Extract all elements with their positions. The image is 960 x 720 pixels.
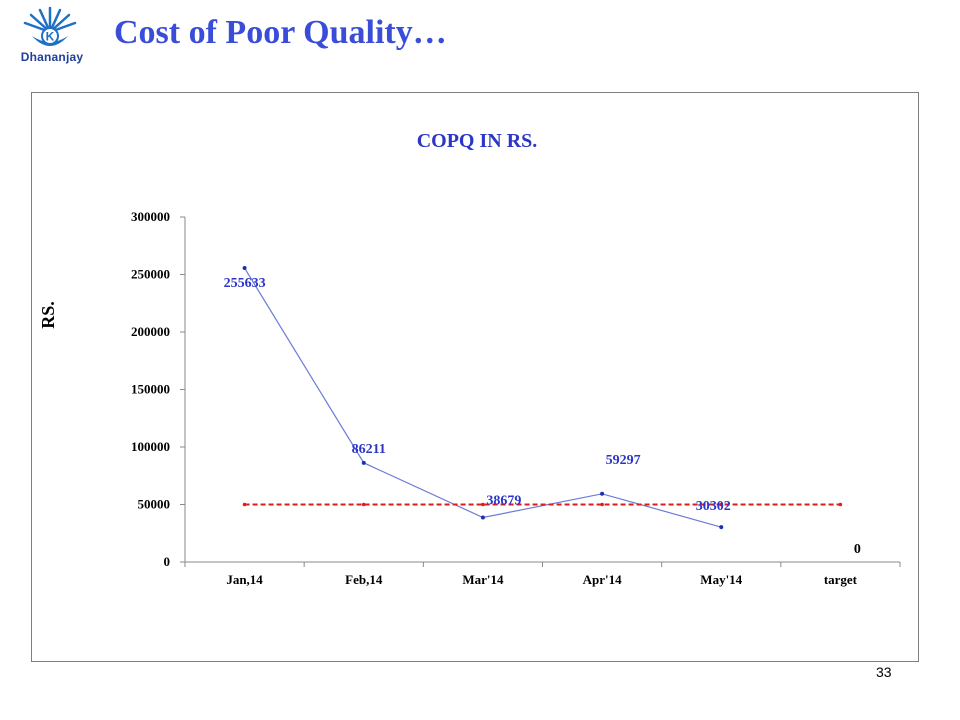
y-tick-label: 250000 <box>131 267 170 282</box>
data-label: 30302 <box>696 499 731 514</box>
logo-letter: K <box>46 30 55 44</box>
chart-title: COPQ IN RS. <box>417 130 538 152</box>
x-tick-label: target <box>824 572 858 587</box>
company-logo: K <box>8 6 92 68</box>
x-tick-label: Feb,14 <box>345 572 383 587</box>
logo-text: Dhananjay <box>20 50 84 64</box>
y-tick-label: 150000 <box>131 382 170 397</box>
copq-data-point <box>600 491 605 496</box>
target-data-point <box>481 502 485 507</box>
data-label: 86211 <box>352 442 386 457</box>
y-tick-label: 50000 <box>138 497 171 512</box>
target-data-point <box>838 502 843 507</box>
y-tick-label: 200000 <box>131 324 170 339</box>
y-tick-label: 300000 <box>131 209 170 224</box>
copq-series-line <box>244 267 722 528</box>
data-label: 38679 <box>486 494 521 509</box>
copq-data-point <box>242 266 247 271</box>
x-tick-label: May'14 <box>700 572 742 587</box>
target-data-point <box>242 502 247 507</box>
page-number: 33 <box>876 664 892 680</box>
data-label: 59297 <box>606 453 641 468</box>
target-data-point <box>719 502 724 507</box>
target-data-point <box>600 502 604 507</box>
y-tick-label: 100000 <box>131 439 170 454</box>
copq-data-point <box>361 460 366 465</box>
target-data-point <box>361 502 366 507</box>
page-title: Cost of Poor Quality… <box>114 14 447 51</box>
x-tick-label: Mar'14 <box>462 572 504 587</box>
x-tick-label: Jan,14 <box>226 572 263 587</box>
copq-data-point <box>719 525 724 530</box>
data-label: 0 <box>854 542 861 557</box>
copq-line-chart: COPQ IN RS. RS. 0 50000 100000 150000 200000… <box>38 130 901 587</box>
chart-frame: COPQ IN RS. RS. 0 50000 100000 150000 200000… <box>31 92 919 662</box>
data-label: 255633 <box>224 276 266 291</box>
x-tick-label: Apr'14 <box>583 572 623 587</box>
y-tick-label: 0 <box>164 554 171 569</box>
logo-emblem-icon: K <box>23 6 77 46</box>
copq-data-point <box>480 515 485 520</box>
y-axis-label: RS. <box>38 301 58 329</box>
